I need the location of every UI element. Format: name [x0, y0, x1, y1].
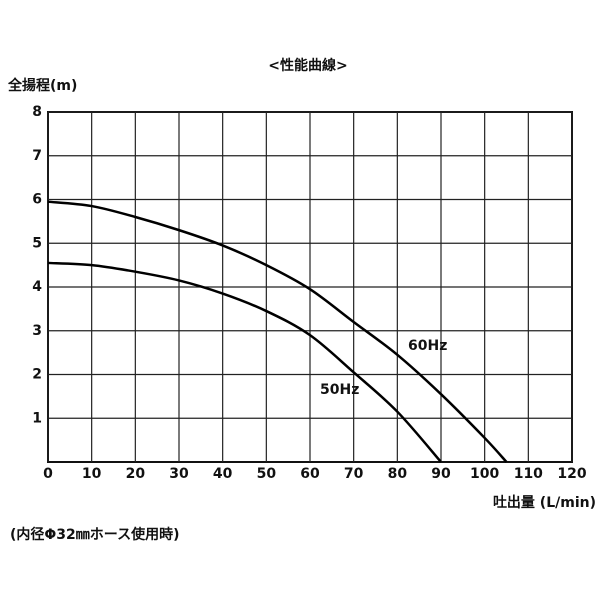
x-tick-label: 120 [557, 466, 586, 482]
y-tick-label: 7 [32, 148, 42, 164]
x-tick-label: 40 [213, 466, 233, 482]
x-tick-label: 20 [126, 466, 146, 482]
curve [47, 200, 508, 463]
x-tick-label: 100 [470, 466, 499, 482]
y-axis-label: 全揚程(m) [7, 77, 77, 94]
x-tick-label: 70 [344, 466, 364, 482]
y-tick-label: 3 [32, 323, 42, 339]
x-tick-label: 110 [514, 466, 543, 482]
x-tick-label: 30 [169, 466, 189, 482]
y-tick-label: 5 [32, 235, 42, 251]
chart-title: <性能曲線> [268, 57, 347, 74]
curve [47, 261, 442, 463]
y-tick-label: 4 [32, 279, 42, 295]
series-label: 50Hz [320, 382, 359, 398]
y-tick-label: 2 [32, 367, 42, 383]
series-label: 60Hz [408, 338, 447, 354]
x-tick-label: 10 [82, 466, 102, 482]
y-tick-label: 8 [32, 104, 42, 120]
x-tick-label: 80 [388, 466, 408, 482]
y-tick-label: 1 [32, 410, 42, 426]
y-tick-label: 6 [32, 192, 42, 208]
x-tick-label: 0 [43, 466, 53, 482]
x-axis-label: 吐出量 (L/min) [493, 494, 596, 511]
x-tick-label: 90 [431, 466, 451, 482]
x-tick-label: 60 [300, 466, 320, 482]
x-tick-label: 50 [257, 466, 277, 482]
note: (内径Φ32㎜ホース使用時) [10, 526, 179, 543]
